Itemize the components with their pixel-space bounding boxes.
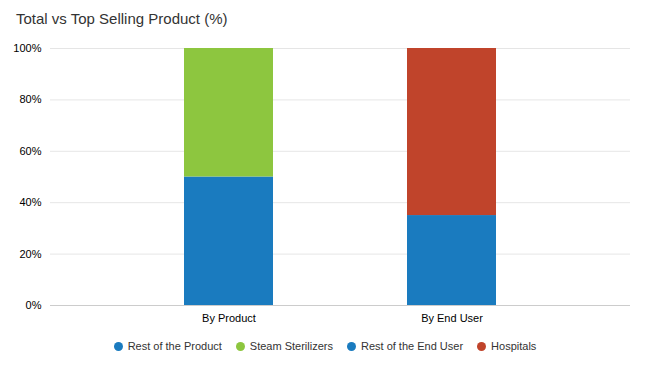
svg-text:By End User: By End User [421, 312, 483, 324]
html-text:Steam Sterilizers: Steam Sterilizers [249, 340, 333, 352]
html-text:Rest of the Product: Rest of the Product [127, 340, 222, 352]
svg-text:60%: 60% [19, 145, 41, 157]
html-text:Rest of the End User: Rest of the End User [361, 340, 464, 352]
svg-text:80%: 80% [19, 93, 41, 105]
svg-text:40%: 40% [19, 196, 41, 208]
html-text:Hospitals: Hospitals [491, 340, 537, 352]
svg-text:By Product: By Product [202, 312, 256, 324]
svg-text:20%: 20% [19, 248, 41, 260]
svg-text:0%: 0% [26, 299, 42, 311]
html-text:Total vs Top Selling Product (: Total vs Top Selling Product (%) [16, 10, 228, 27]
svg-text:100%: 100% [13, 42, 41, 54]
